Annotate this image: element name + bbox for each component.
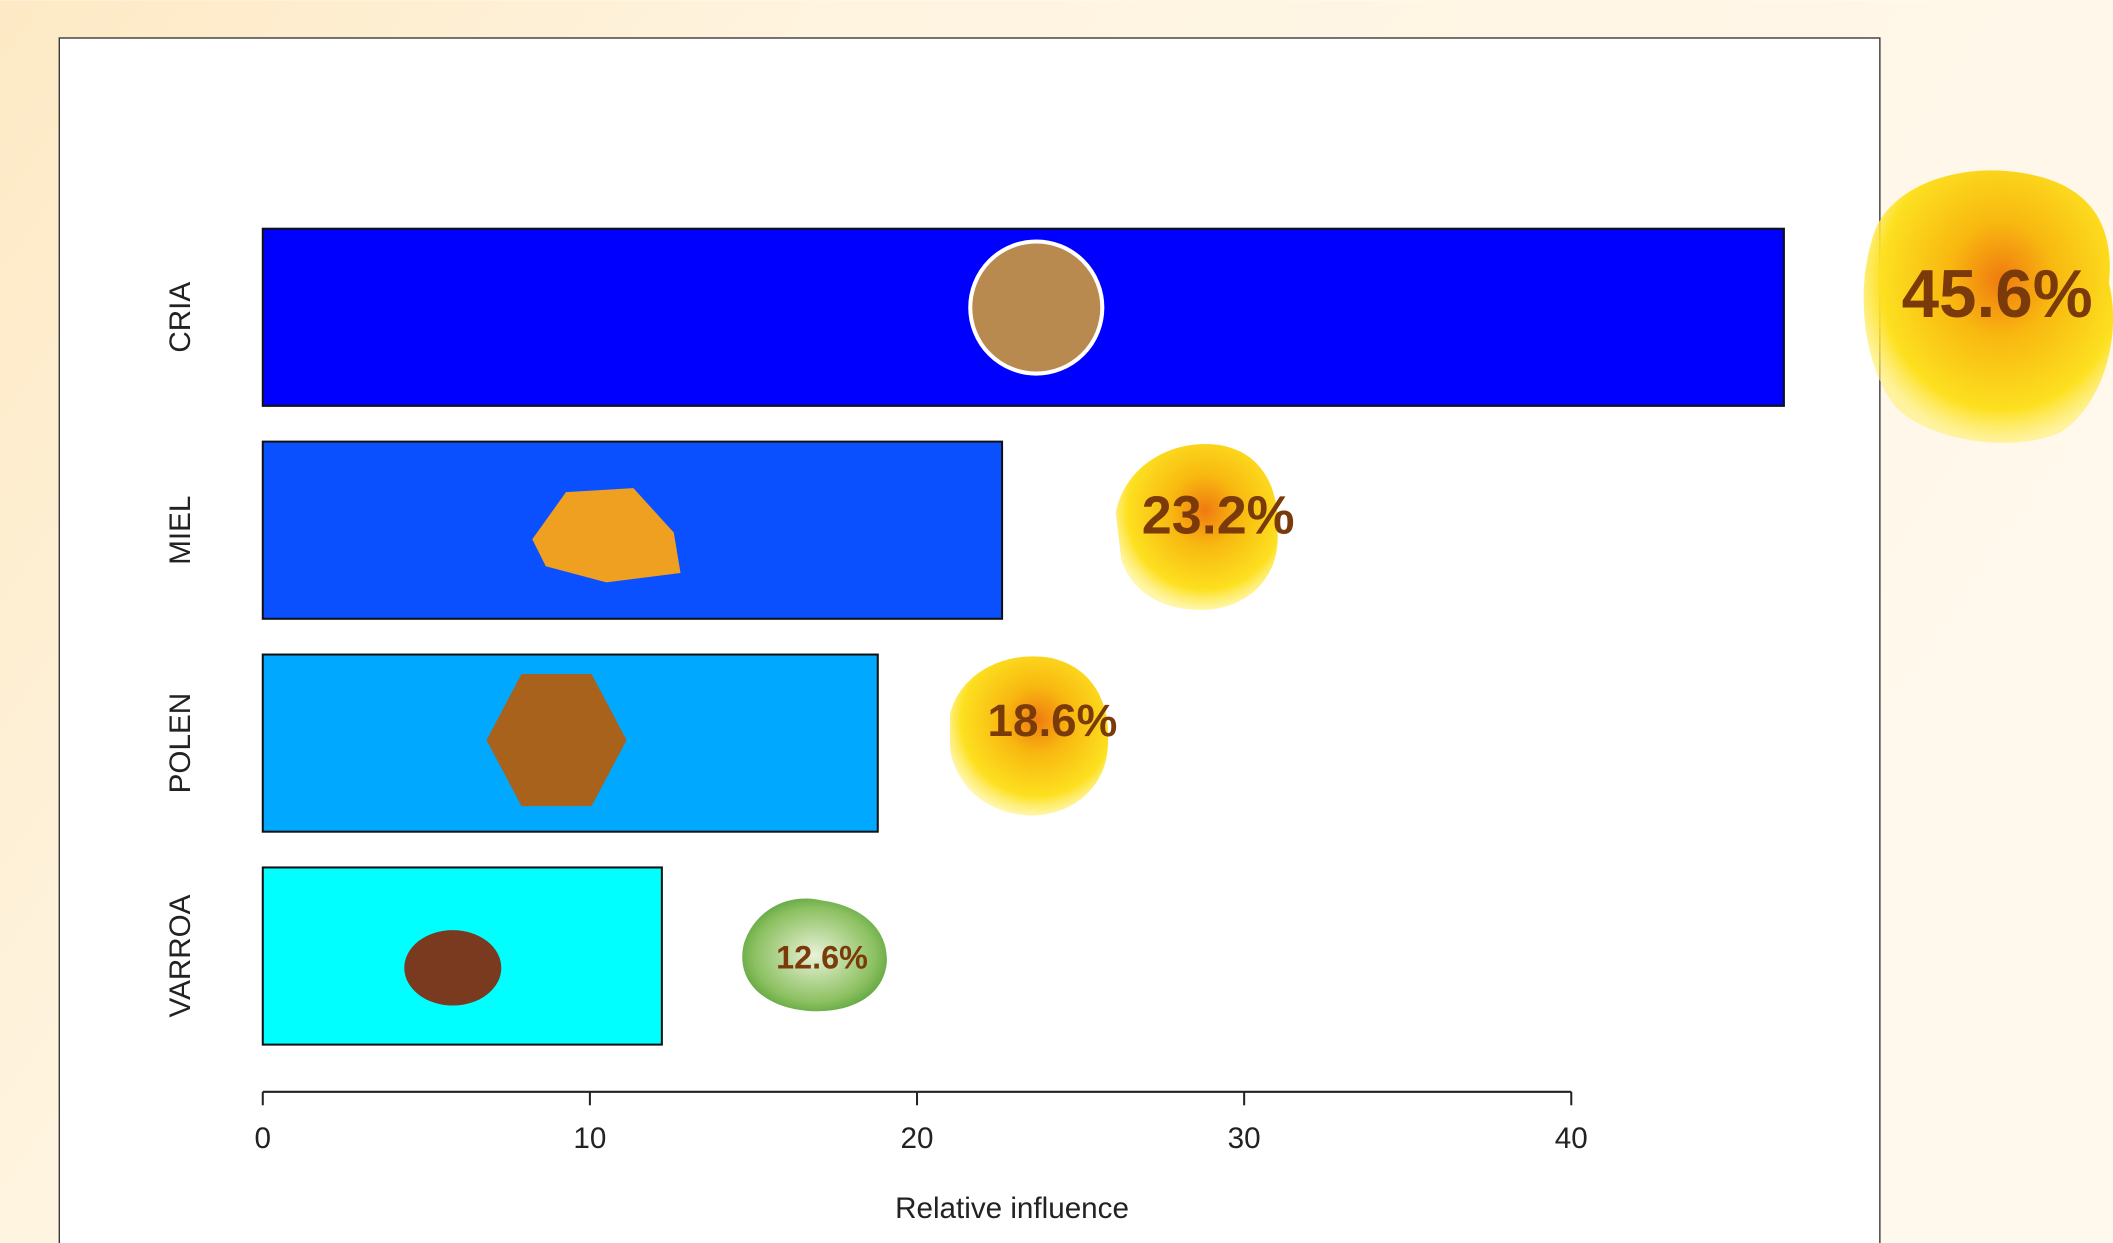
x-tick-label: 40 bbox=[1555, 1122, 1588, 1155]
x-tick-label: 0 bbox=[255, 1122, 271, 1155]
splash bbox=[1863, 170, 2113, 443]
brood-icon bbox=[968, 239, 1105, 376]
y-tick-label: VARROA bbox=[164, 894, 197, 1017]
x-tick-label: 20 bbox=[901, 1122, 934, 1155]
splash bbox=[1115, 443, 1278, 610]
x-tick-label: 30 bbox=[1228, 1122, 1261, 1155]
x-axis-label: Relative influence bbox=[895, 1192, 1129, 1225]
splash bbox=[950, 656, 1109, 816]
annotation: 45.6% bbox=[1902, 257, 2093, 332]
pollen-icon bbox=[486, 674, 627, 807]
varroa-icon bbox=[404, 930, 502, 1006]
x-tick-label: 10 bbox=[573, 1122, 606, 1155]
plot-frame bbox=[58, 37, 1881, 1243]
y-tick-label: MIEL bbox=[164, 496, 197, 565]
y-tick-label: POLEN bbox=[164, 693, 197, 793]
splash bbox=[742, 898, 887, 1012]
y-tick-label: CRIA bbox=[164, 282, 197, 353]
honey-icon bbox=[532, 488, 681, 583]
annotation: 12.6% bbox=[776, 939, 868, 975]
splashes bbox=[742, 170, 2113, 1012]
icons bbox=[404, 239, 1105, 1006]
annotation: 18.6% bbox=[988, 695, 1118, 746]
annotation: 23.2% bbox=[1142, 485, 1295, 545]
